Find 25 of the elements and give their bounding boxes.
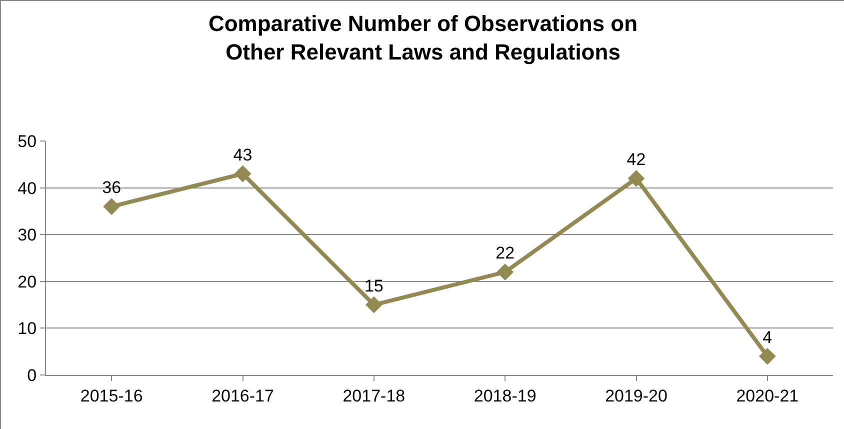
chart-title: Comparative Number of Observations on Other Relevant Laws and Regulations	[208, 11, 638, 65]
point	[365, 296, 382, 314]
data-label: 22	[496, 244, 515, 263]
y-tick-label: 50	[18, 132, 37, 151]
x-tick-label: 2018-19	[474, 386, 536, 406]
data-label: 4	[762, 328, 772, 347]
point	[758, 348, 776, 365]
data-label: 36	[102, 178, 122, 198]
data-label: 43	[233, 145, 252, 164]
x-tick-label: 2019-20	[605, 386, 668, 406]
point	[496, 264, 514, 280]
point	[234, 165, 252, 182]
x-tick-label: 2017-18	[342, 386, 406, 406]
data-label: 42	[626, 150, 646, 170]
point	[628, 170, 645, 187]
y-tick-label: 20	[18, 272, 37, 292]
x-tick-label: 2015-16	[80, 386, 143, 406]
y-tick-label: 0	[27, 366, 37, 385]
y-tick-label: 10	[18, 319, 37, 338]
point	[103, 198, 120, 215]
y-tick-label: 30	[18, 226, 37, 245]
x-tick-label: 2016-17	[212, 386, 274, 406]
data-label: 15	[364, 276, 384, 296]
x-tick-label: 2020-21	[736, 386, 799, 406]
y-tick-label: 40	[18, 178, 37, 198]
